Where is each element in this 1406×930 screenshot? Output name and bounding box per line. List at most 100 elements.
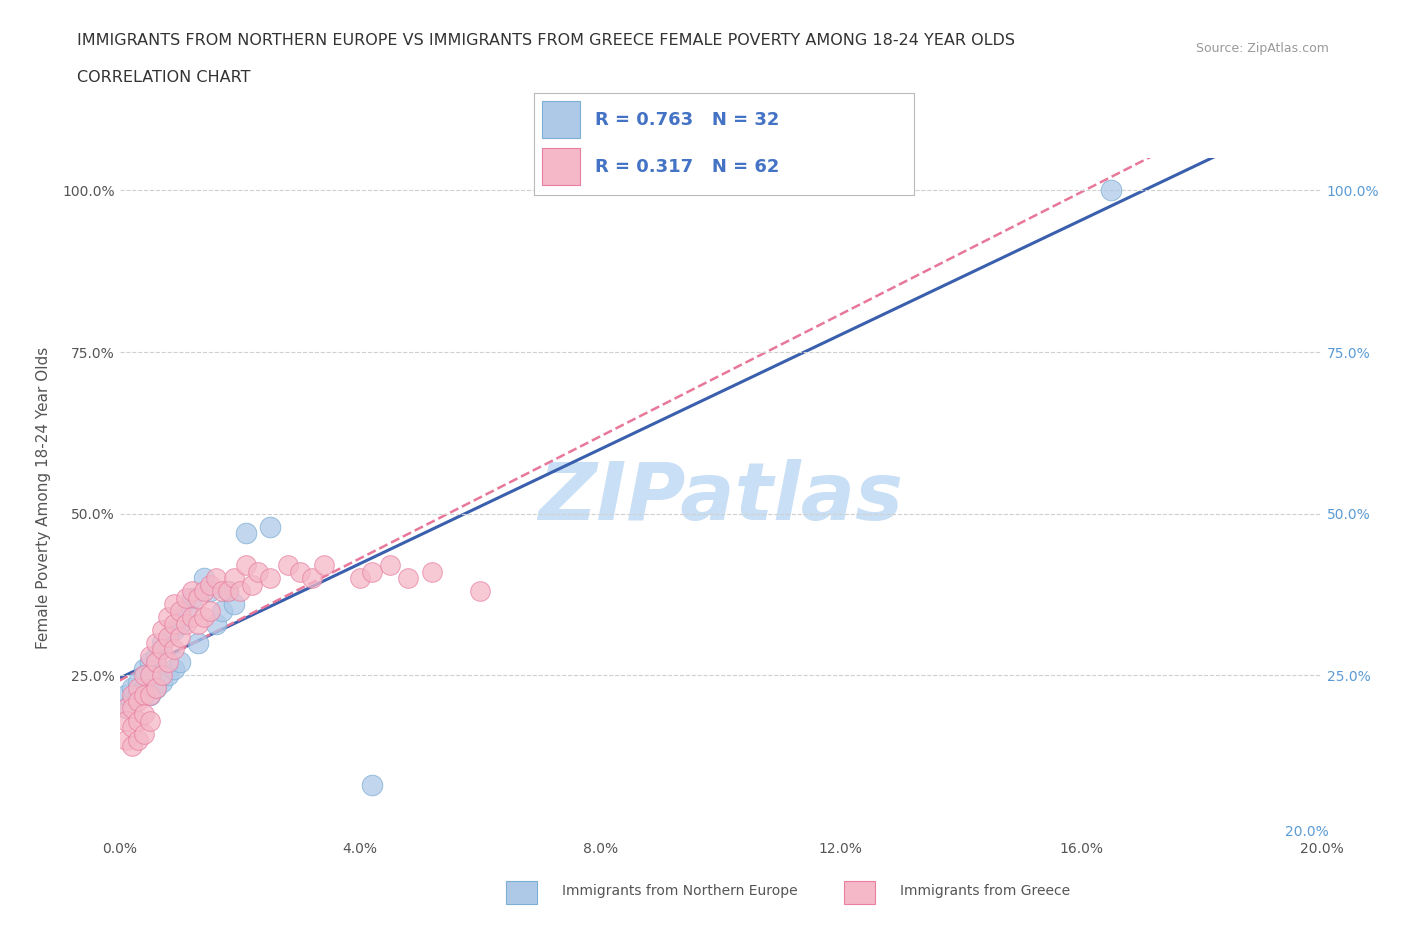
Point [145,681,167,696]
Point [222,597,245,612]
Point [198,604,221,618]
Point [150,623,173,638]
Point [180,591,202,605]
Text: Immigrants from Greece: Immigrants from Greece [900,884,1070,898]
Point [138,668,160,683]
Point [174,617,197,631]
Point [378,558,401,573]
Point [204,571,226,586]
Point [145,681,167,696]
Point [169,617,191,631]
Point [150,635,173,650]
Text: CORRELATION CHART: CORRELATION CHART [77,70,250,85]
Point [217,584,239,599]
Point [132,707,155,722]
Point [121,687,143,702]
Point [240,578,263,592]
Text: IMMIGRANTS FROM NORTHERN EUROPE VS IMMIGRANTS FROM GREECE FEMALE POVERTY AMONG 1: IMMIGRANTS FROM NORTHERN EUROPE VS IMMIG… [77,33,1015,47]
Point [156,655,179,670]
Point [162,623,184,638]
Point [174,604,197,618]
Point [132,687,155,702]
Point [145,648,167,663]
Point [211,584,233,599]
Point [396,571,419,586]
Point [198,584,221,599]
Point [187,591,209,605]
Point [217,584,239,599]
Point [150,668,173,683]
Point [127,694,149,709]
Point [235,558,257,573]
Point [138,648,160,663]
Point [259,519,281,534]
Point [162,661,184,676]
Point [156,668,179,683]
Point [468,584,492,599]
Point [420,565,443,579]
Point [301,571,323,586]
Point [138,687,160,702]
Point [169,655,191,670]
Point [138,655,160,670]
Point [169,629,191,644]
Point [193,610,215,625]
Text: ZIPatlas: ZIPatlas [538,458,903,537]
Point [127,687,149,702]
Point [349,571,371,586]
Point [150,642,173,657]
Point [259,571,281,586]
Text: Source: ZipAtlas.com: Source: ZipAtlas.com [1195,42,1329,55]
Point [138,687,160,702]
Point [198,578,221,592]
Point [204,617,226,631]
Point [180,610,202,625]
Point [193,584,215,599]
Point [162,597,184,612]
Point [162,642,184,657]
Point [127,681,149,696]
Point [361,777,384,792]
Point [222,571,245,586]
Point [211,604,233,618]
Point [228,584,252,599]
Point [132,681,155,696]
Point [180,584,202,599]
Point [1099,183,1122,198]
Point [174,591,197,605]
Point [114,700,136,715]
Bar [541,148,579,185]
Point [288,565,311,579]
Point [127,674,149,689]
Point [132,661,155,676]
Point [121,739,143,754]
Point [127,733,149,748]
Point [121,694,143,709]
Point [127,713,149,728]
Point [277,558,299,573]
Text: R = 0.763   N = 32: R = 0.763 N = 32 [595,111,779,128]
Point [121,681,143,696]
Point [156,629,179,644]
Point [193,571,215,586]
Point [169,604,191,618]
Point [145,655,167,670]
Point [121,720,143,735]
Point [114,687,136,702]
Point [132,726,155,741]
Point [150,674,173,689]
Bar [541,101,579,138]
Point [138,713,160,728]
Y-axis label: Female Poverty Among 18-24 Year Olds: Female Poverty Among 18-24 Year Olds [37,347,51,649]
Text: Immigrants from Northern Europe: Immigrants from Northern Europe [562,884,799,898]
Point [312,558,335,573]
Text: R = 0.317   N = 62: R = 0.317 N = 62 [595,158,779,176]
Point [246,565,269,579]
Point [114,733,136,748]
Point [162,617,184,631]
Point [114,713,136,728]
Point [235,525,257,540]
Point [114,700,136,715]
Text: 20.0%: 20.0% [1285,825,1329,840]
Point [361,565,384,579]
